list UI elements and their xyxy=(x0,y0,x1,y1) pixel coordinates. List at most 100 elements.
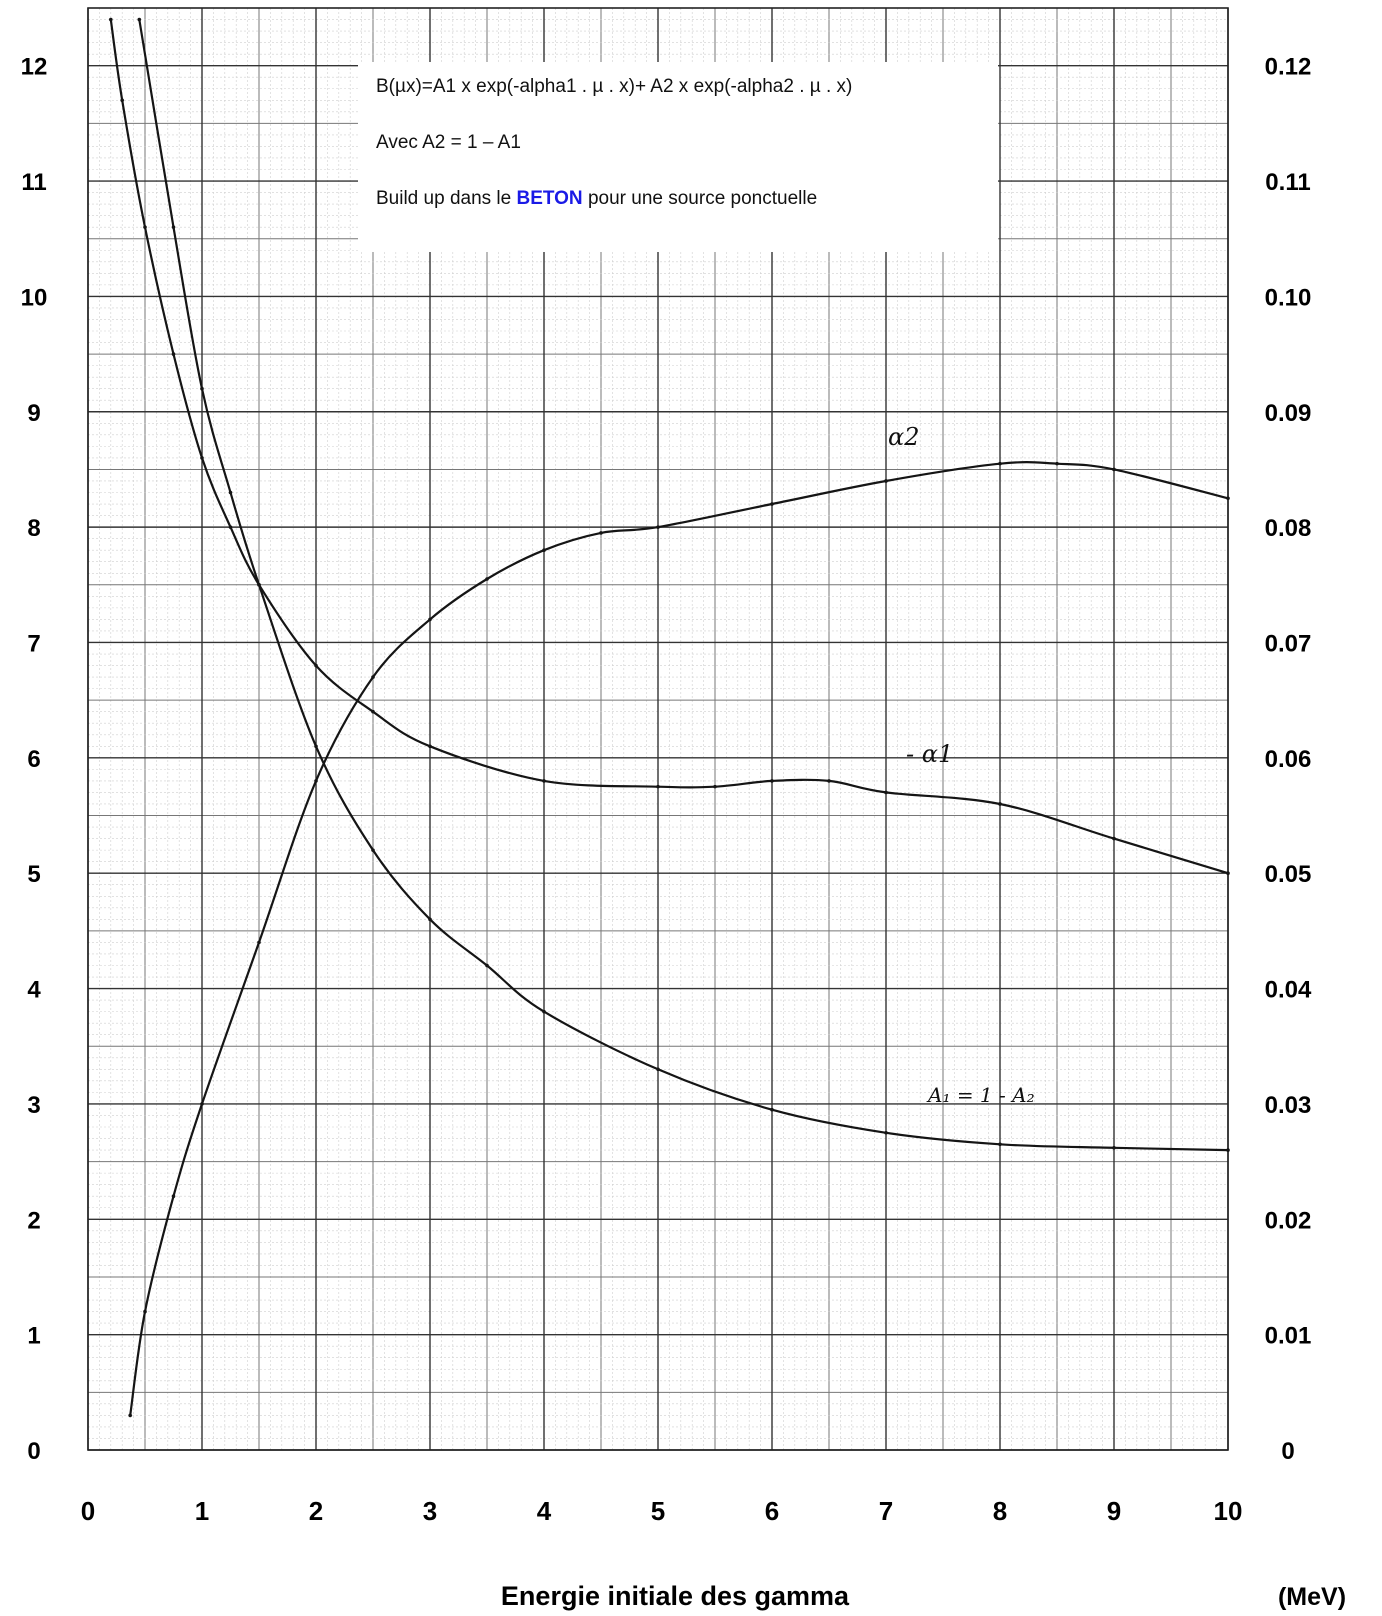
right-y-tick-label: 0.02 xyxy=(1265,1207,1312,1234)
series-point-0 xyxy=(884,479,888,483)
series-point-2 xyxy=(171,225,176,229)
series-point-2 xyxy=(770,1107,774,1112)
left-y-tick-label: 12 xyxy=(21,54,48,81)
series-point-0 xyxy=(128,1413,132,1418)
grid-major xyxy=(87,7,1229,1451)
left-y-tick-label: 10 xyxy=(21,284,48,311)
relation-text: Avec A2 = 1 – A1 xyxy=(376,132,521,153)
right-y-tick-label: 0 xyxy=(1281,1438,1294,1465)
series-point-1 xyxy=(314,663,318,668)
caption-suffix: pour une source ponctuelle xyxy=(582,188,818,209)
right-y-tick-label: 0.04 xyxy=(1265,977,1312,1004)
series-point-0 xyxy=(998,461,1002,466)
series-point-1 xyxy=(428,744,432,749)
left-y-tick-label: 1 xyxy=(27,1323,40,1350)
series-point-0 xyxy=(542,548,546,552)
series-point-1 xyxy=(656,784,660,789)
x-tick-label: 0 xyxy=(81,1496,95,1526)
series-point-0 xyxy=(485,577,489,581)
right-y-tick-label: 0.11 xyxy=(1265,169,1310,196)
series-point-0 xyxy=(143,1309,147,1314)
series-point-1 xyxy=(542,779,546,783)
plot-frame xyxy=(87,7,1229,1451)
right-y-tick-label: 0.08 xyxy=(1265,515,1312,542)
x-tick-label: 9 xyxy=(1107,1496,1121,1526)
series-point-2 xyxy=(371,848,375,852)
series-layer xyxy=(109,17,1230,1418)
series-point-1 xyxy=(171,352,176,356)
series-point-1 xyxy=(109,17,113,22)
x-tick-label: 6 xyxy=(765,1496,779,1526)
series-point-2 xyxy=(1226,1148,1230,1152)
left-y-tick-label: 11 xyxy=(21,169,46,196)
series-point-0 xyxy=(599,531,603,535)
right-y-tick-label: 0.12 xyxy=(1265,54,1312,81)
x-tick-label: 1 xyxy=(195,1496,209,1526)
right-y-tick-label: 0.06 xyxy=(1265,746,1312,773)
series-point-2 xyxy=(542,1009,546,1014)
series-label-alpha2: α2 xyxy=(888,423,919,451)
tick-layer: 0 1 2 3 4 5 6 7 8 9 10012345678910111200.010.020.0… xyxy=(21,54,1312,1526)
caption-text: Build up dans le BETON pour une source p… xyxy=(376,188,817,210)
x-tick-label: 2 xyxy=(309,1496,323,1526)
x-axis-unit: (MeV) xyxy=(1278,1583,1346,1611)
series-point-0 xyxy=(371,675,375,679)
left-y-tick-label: 7 xyxy=(27,630,40,657)
series-point-1 xyxy=(998,802,1002,806)
caption-prefix: Build up dans le xyxy=(376,188,517,209)
series-point-0 xyxy=(314,779,318,783)
series-point-0 xyxy=(770,502,774,506)
series-point-2 xyxy=(137,17,142,22)
series-point-2 xyxy=(998,1142,1002,1147)
x-tick-label: 10 xyxy=(1214,1496,1243,1526)
series-point-0 xyxy=(428,617,432,622)
right-y-tick-label: 0.01 xyxy=(1265,1323,1312,1350)
series-point-1 xyxy=(884,790,888,795)
series-line-1 xyxy=(109,18,1230,875)
formula-annotation: B(µx)=A1 x exp(-alpha1 . µ . x)+ A2 x ex… xyxy=(358,62,998,252)
series-point-0 xyxy=(200,1102,204,1106)
left-y-tick-label: 4 xyxy=(27,977,41,1004)
x-tick-label: 8 xyxy=(993,1496,1007,1526)
right-y-tick-label: 0.07 xyxy=(1265,630,1312,657)
series-point-2 xyxy=(314,744,318,749)
series-point-1 xyxy=(200,456,204,460)
left-y-tick-label: 8 xyxy=(27,515,40,542)
series-point-2 xyxy=(428,917,432,922)
formula-text: B(µx)=A1 x exp(-alpha1 . µ . x)+ A2 x ex… xyxy=(376,76,853,97)
left-y-tick-label: 9 xyxy=(27,400,40,427)
series-point-0 xyxy=(1055,461,1059,466)
caption-emphasis: BETON xyxy=(516,188,583,209)
left-y-tick-label: 0 xyxy=(27,1438,40,1465)
series-point-1 xyxy=(143,225,147,229)
right-y-tick-label: 0.05 xyxy=(1265,861,1312,888)
series-line-2 xyxy=(138,18,1230,1152)
x-tick-label: 3 xyxy=(423,1496,437,1526)
series-point-2 xyxy=(884,1130,888,1135)
series-point-2 xyxy=(257,583,261,587)
series-point-1 xyxy=(371,709,375,714)
left-y-tick-label: 3 xyxy=(27,1092,40,1119)
series-point-2 xyxy=(200,386,204,391)
series-point-0 xyxy=(1226,496,1230,501)
left-y-tick-label: 2 xyxy=(27,1207,40,1234)
series-point-2 xyxy=(228,490,233,495)
series-point-0 xyxy=(656,525,660,529)
left-y-tick-label: 5 xyxy=(27,861,40,888)
right-y-tick-label: 0.10 xyxy=(1265,284,1312,311)
series-point-0 xyxy=(171,1194,176,1199)
series-point-2 xyxy=(656,1067,660,1072)
x-axis-label: Energie initiale des gamma xyxy=(501,1581,850,1611)
series-label-a1: A₁ = 1 - A₂ xyxy=(926,1083,1035,1107)
series-point-1 xyxy=(713,784,717,789)
x-tick-label: 4 xyxy=(537,1496,552,1526)
series-line-0 xyxy=(129,461,1230,1417)
series-point-1 xyxy=(770,779,774,783)
series-point-1 xyxy=(827,779,831,783)
right-y-tick-label: 0.03 xyxy=(1265,1092,1312,1119)
series-point-0 xyxy=(257,940,261,945)
series-point-1 xyxy=(228,525,233,529)
x-tick-label: 5 xyxy=(651,1496,665,1526)
series-point-2 xyxy=(1112,1145,1116,1150)
